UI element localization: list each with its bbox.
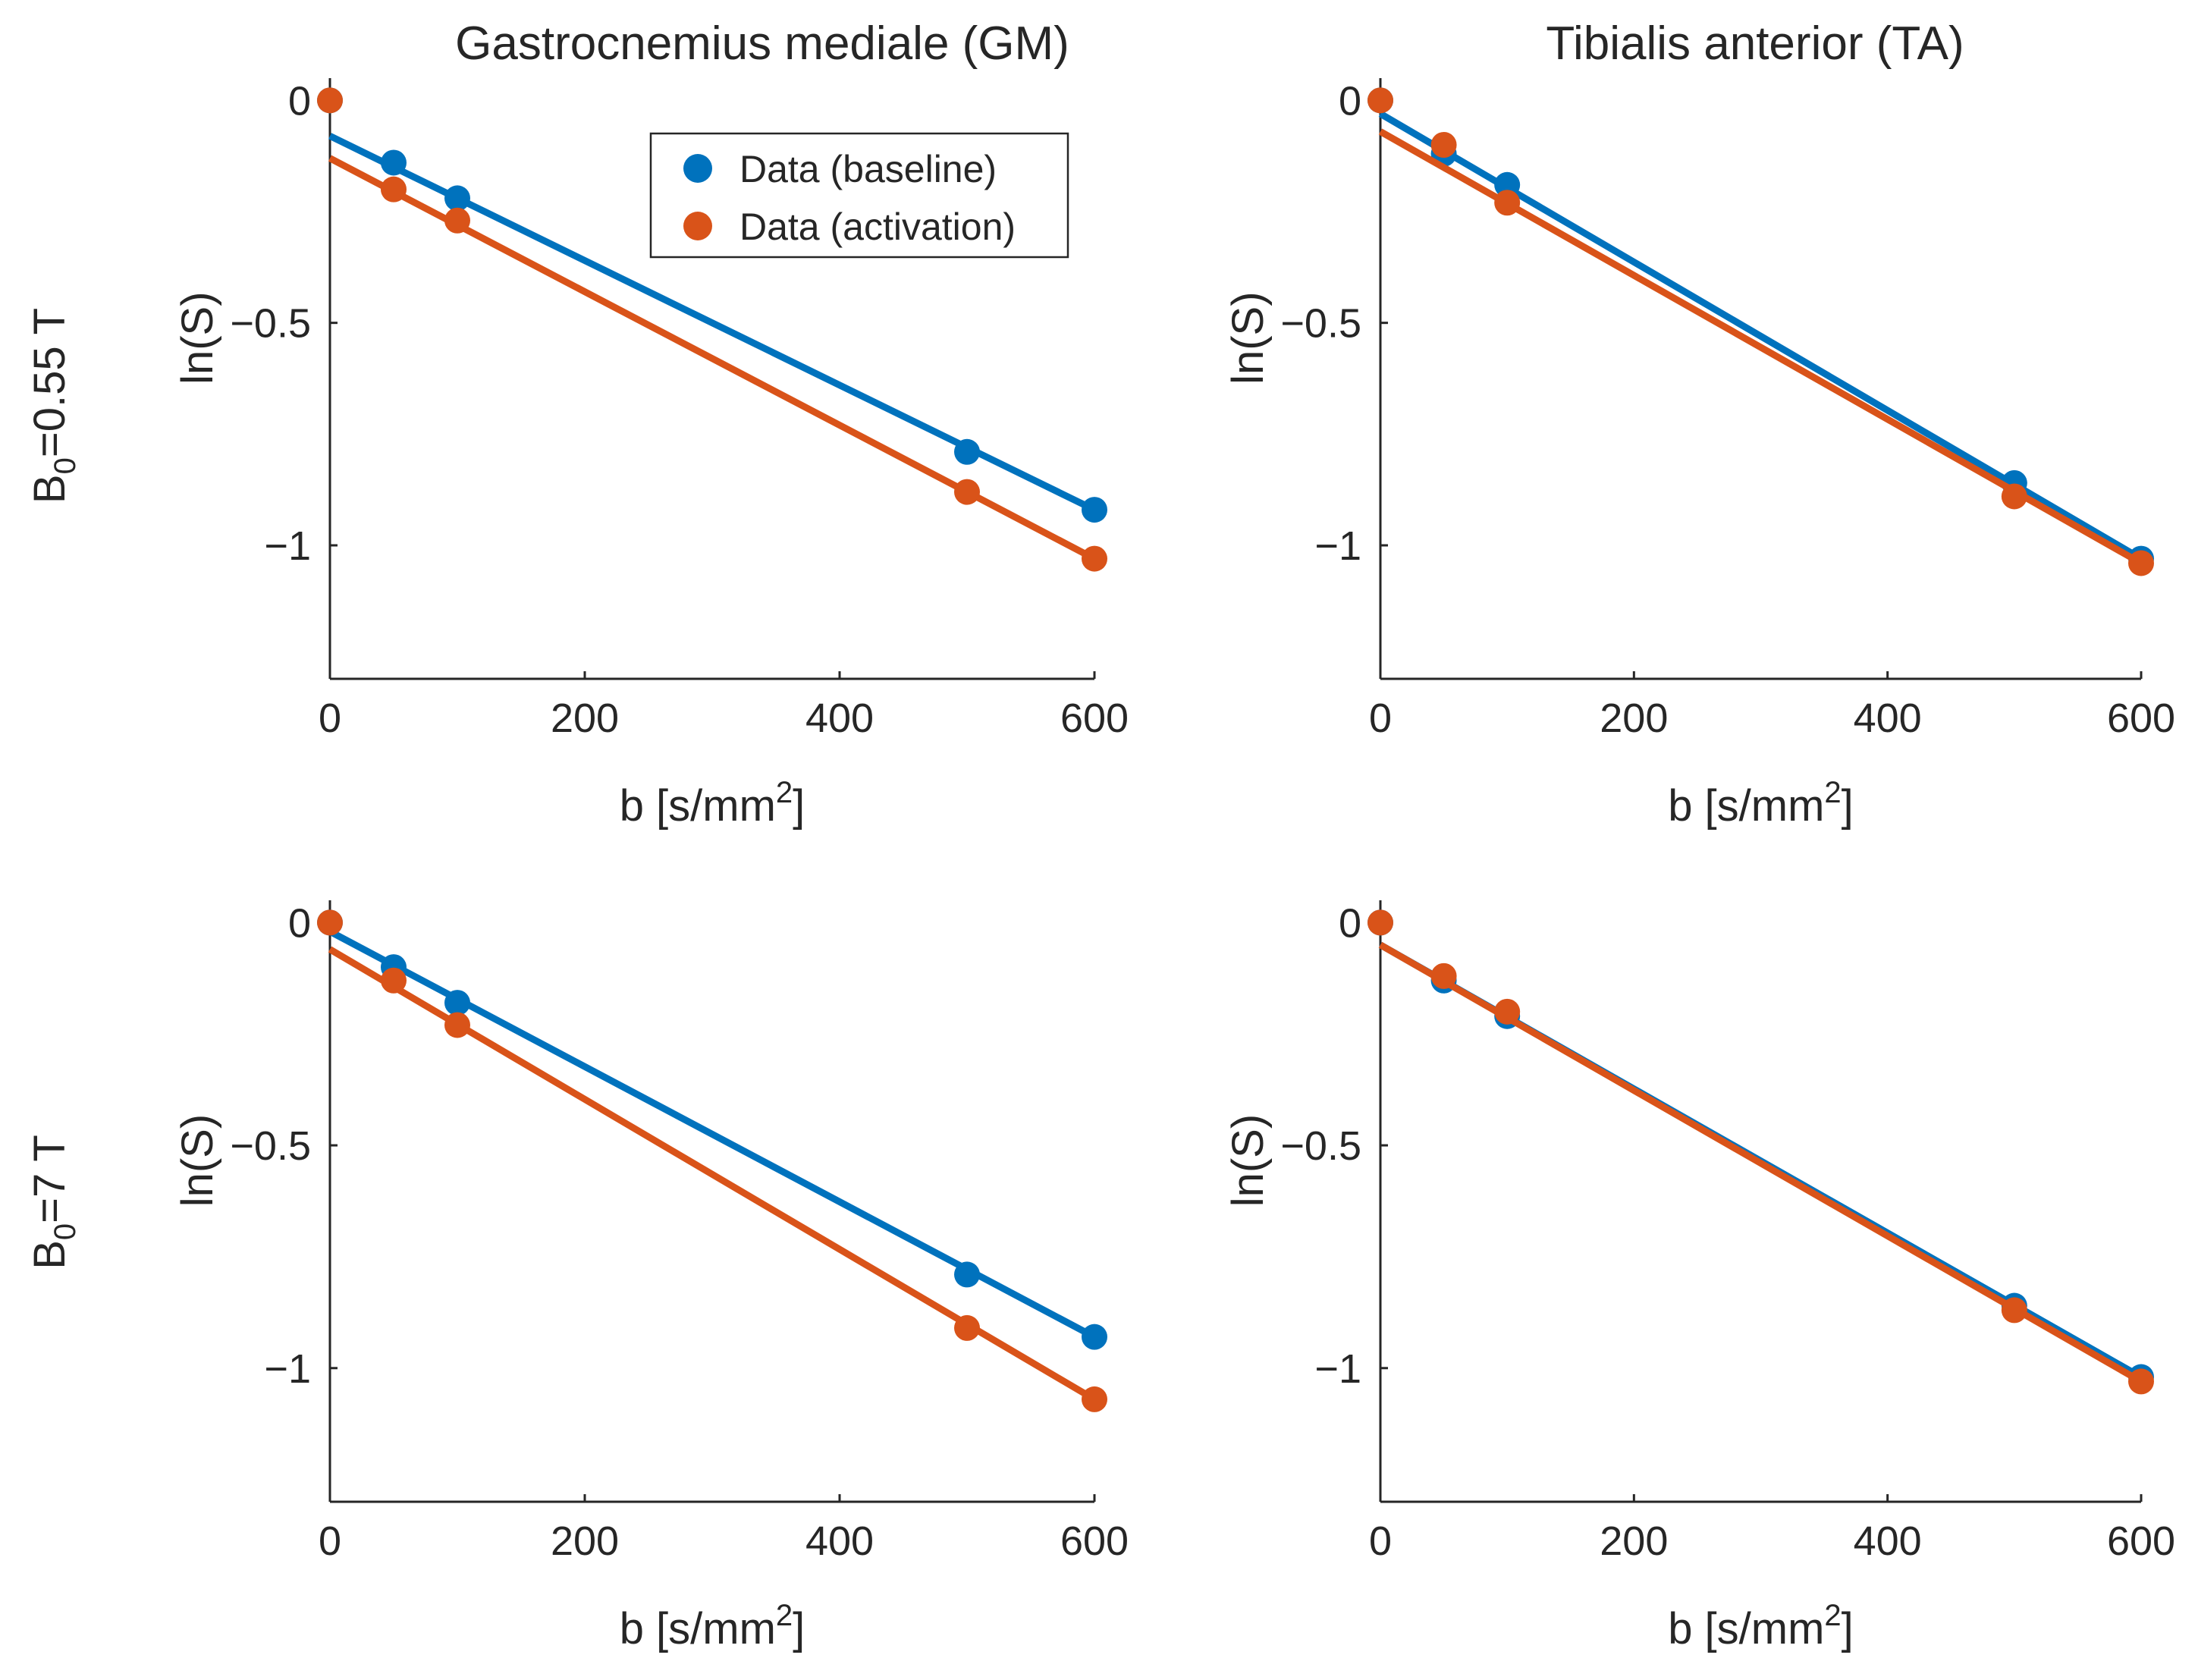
data-point-activation bbox=[1082, 1386, 1107, 1412]
row-label-7t-rest: =7 T bbox=[25, 1135, 74, 1223]
data-point-activation bbox=[2128, 550, 2154, 576]
data-point-baseline bbox=[1494, 171, 1521, 198]
legend-box bbox=[649, 132, 1069, 259]
legend-label-activation: Data (activation) bbox=[739, 206, 1016, 248]
data-point-activation bbox=[444, 207, 470, 234]
x-axis-label-bracket: ] bbox=[1842, 781, 1854, 831]
column-title-gm: Gastrocnemius mediale (GM) bbox=[455, 17, 1069, 70]
x-axis-label-superscript: 2 bbox=[1824, 776, 1841, 809]
data-point-baseline bbox=[1082, 1324, 1107, 1350]
x-axis-label-superscript: 2 bbox=[776, 776, 793, 809]
x-tick-label: 0 bbox=[1369, 696, 1392, 741]
row-label-7t-sub: 0 bbox=[49, 1223, 82, 1240]
data-point-activation bbox=[2001, 1297, 2027, 1324]
data-point-activation bbox=[444, 1012, 470, 1038]
data-point-activation bbox=[1082, 545, 1107, 572]
plot-gm-7t: 0 200 400 600 0 −0.5 −1 b [s/mm2] ln(S) bbox=[173, 900, 1129, 1653]
data-point-activation bbox=[954, 479, 980, 505]
data-point-activation bbox=[1430, 962, 1457, 989]
legend: Data (baseline) Data (activation) bbox=[649, 132, 1069, 259]
data-point-activation bbox=[1494, 190, 1521, 216]
data-point-activation bbox=[317, 909, 343, 936]
x-tick-label: 600 bbox=[1060, 1518, 1129, 1564]
x-tick-label: 400 bbox=[1854, 696, 1922, 741]
y-tick-label: 0 bbox=[1339, 78, 1361, 124]
data-point-baseline bbox=[1082, 497, 1107, 523]
row-label-7t-main: B bbox=[25, 1240, 74, 1270]
data-point-activation bbox=[1367, 909, 1393, 936]
x-axis-label-bracket: ] bbox=[793, 781, 805, 831]
row-label-055t-main: B bbox=[25, 474, 74, 504]
x-tick-label: 600 bbox=[2107, 1518, 2175, 1564]
x-tick-label: 400 bbox=[1854, 1518, 1922, 1564]
row-label-055t-sub: 0 bbox=[49, 457, 82, 474]
legend-marker-baseline bbox=[683, 154, 712, 183]
y-tick-label: −1 bbox=[264, 523, 311, 569]
x-axis-label: b [s/mm2] bbox=[620, 1599, 805, 1653]
plot-ta-7t: 0 200 400 600 0 −0.5 −1 b [s/mm2] ln(S) bbox=[1223, 900, 2175, 1653]
row-label-055t-rest: =0.55 T bbox=[25, 308, 74, 457]
x-axis-label-bracket: ] bbox=[793, 1604, 805, 1653]
plot-gm-055t: 0 200 400 600 0 −0.5 −1 b [s/mm2] ln(S) bbox=[173, 78, 1129, 831]
y-tick-label: 0 bbox=[288, 900, 311, 946]
data-point-activation bbox=[1494, 998, 1521, 1025]
legend-label-baseline: Data (baseline) bbox=[739, 148, 997, 190]
row-label-055t: B0=0.55 T bbox=[25, 308, 82, 504]
x-axis-label-text: b [s/mm bbox=[620, 1604, 776, 1653]
data-point-baseline bbox=[381, 149, 407, 176]
y-tick-label: −0.5 bbox=[1280, 301, 1361, 347]
x-tick-label: 200 bbox=[1600, 696, 1668, 741]
data-point-activation bbox=[1430, 132, 1457, 158]
x-tick-label: 200 bbox=[551, 696, 619, 741]
x-tick-label: 0 bbox=[1369, 1518, 1392, 1564]
y-tick-label: −0.5 bbox=[230, 1123, 311, 1169]
column-title-ta: Tibialis anterior (TA) bbox=[1546, 17, 1964, 70]
y-tick-label: −1 bbox=[1314, 1346, 1361, 1392]
plot-ta-055t: 0 200 400 600 0 −0.5 −1 b [s/mm2] ln(S) bbox=[1223, 78, 2175, 831]
data-point-baseline bbox=[954, 438, 980, 465]
x-tick-label: 0 bbox=[319, 1518, 341, 1564]
legend-marker-activation bbox=[683, 212, 712, 240]
data-point-activation bbox=[2001, 483, 2027, 510]
data-point-activation bbox=[2128, 1368, 2154, 1395]
data-point-baseline bbox=[954, 1261, 980, 1288]
data-point-activation bbox=[317, 87, 343, 114]
x-axis-label-text: b [s/mm bbox=[1668, 1604, 1824, 1653]
y-tick-label: −1 bbox=[1314, 523, 1361, 569]
y-tick-label: −0.5 bbox=[230, 301, 311, 347]
data-point-activation bbox=[1367, 87, 1393, 114]
data-point-activation bbox=[381, 967, 407, 994]
y-tick-label: −0.5 bbox=[1280, 1123, 1361, 1169]
x-axis-label-bracket: ] bbox=[1842, 1604, 1854, 1653]
fit-line-activation bbox=[328, 946, 1097, 1402]
data-point-baseline bbox=[444, 185, 470, 212]
x-tick-label: 200 bbox=[1600, 1518, 1668, 1564]
y-tick-label: 0 bbox=[288, 78, 311, 124]
x-tick-label: 0 bbox=[319, 696, 341, 741]
x-axis-label-superscript: 2 bbox=[776, 1599, 793, 1632]
data-point-baseline bbox=[444, 990, 470, 1016]
y-axis-label: ln(S) bbox=[173, 291, 222, 384]
x-tick-label: 400 bbox=[805, 1518, 874, 1564]
y-axis-label: ln(S) bbox=[1223, 291, 1273, 384]
x-tick-label: 400 bbox=[805, 696, 874, 741]
y-tick-label: −1 bbox=[264, 1346, 311, 1392]
x-axis-label-text: b [s/mm bbox=[1668, 781, 1824, 831]
x-tick-label: 200 bbox=[551, 1518, 619, 1564]
y-axis-label: ln(S) bbox=[1223, 1114, 1273, 1207]
x-axis-label: b [s/mm2] bbox=[1668, 1599, 1854, 1653]
y-axis-label: ln(S) bbox=[173, 1114, 222, 1207]
fit-line-baseline bbox=[1378, 111, 2143, 562]
x-tick-label: 600 bbox=[1060, 696, 1129, 741]
x-axis-label: b [s/mm2] bbox=[620, 776, 805, 831]
data-point-activation bbox=[954, 1314, 980, 1341]
x-axis-label-superscript: 2 bbox=[1824, 1599, 1841, 1632]
row-label-7t: B0=7 T bbox=[25, 1135, 82, 1270]
x-axis-label-text: b [s/mm bbox=[620, 781, 776, 831]
x-tick-label: 600 bbox=[2107, 696, 2175, 741]
y-tick-label: 0 bbox=[1339, 900, 1361, 946]
data-point-activation bbox=[381, 176, 407, 203]
x-axis-label: b [s/mm2] bbox=[1668, 776, 1854, 831]
